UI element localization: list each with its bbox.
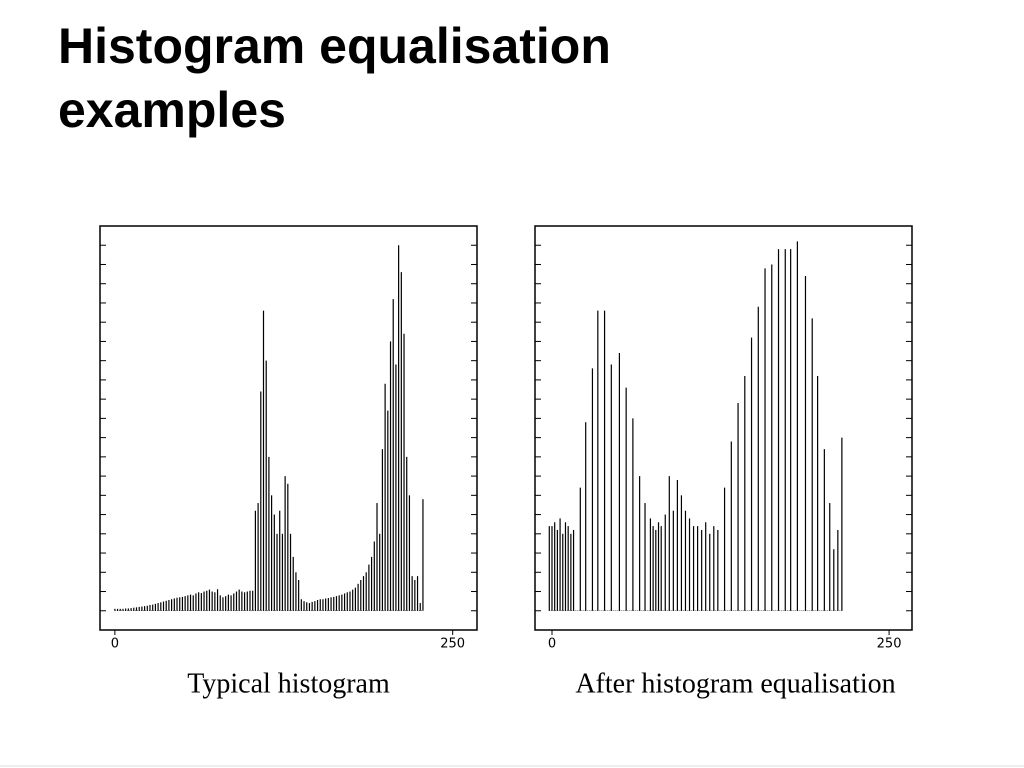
chart-caption: Typical histogram [187, 668, 390, 699]
x-tick-label: 0 [111, 637, 119, 652]
plot-frame [99, 225, 478, 631]
x-tick-label: 0 [548, 637, 556, 652]
slide-title: Histogram equalisation examples [58, 18, 611, 138]
x-tick-label: 250 [440, 637, 465, 652]
plot-frame [534, 225, 913, 631]
x-tick-label: 250 [877, 637, 902, 652]
chart-caption: After histogram equalisation [575, 668, 895, 699]
